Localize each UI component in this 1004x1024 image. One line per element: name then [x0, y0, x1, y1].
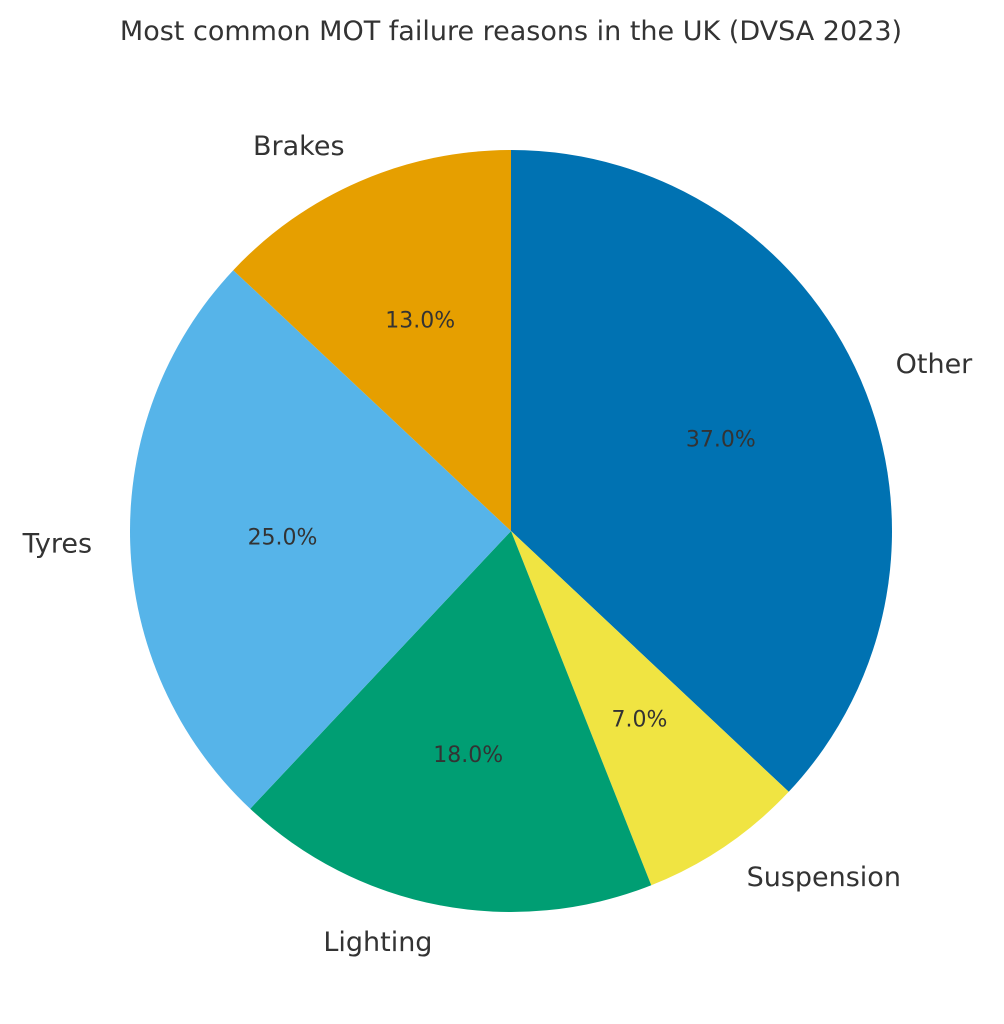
- slice-label-tyres: Tyres: [22, 529, 92, 560]
- slice-label-other: Other: [896, 349, 974, 380]
- pct-label-tyres: 25.0%: [248, 526, 318, 551]
- pct-label-suspension: 7.0%: [612, 708, 668, 733]
- pie-slice-suspension: [511, 531, 789, 886]
- pct-label-other: 37.0%: [686, 428, 756, 453]
- pie-slice-brakes: [233, 150, 512, 531]
- slice-label-brakes: Brakes: [253, 131, 345, 162]
- pie-slice-lighting: [250, 531, 652, 913]
- pct-label-lighting: 18.0%: [433, 743, 503, 768]
- chart-title: Most common MOT failure reasons in the U…: [120, 16, 902, 47]
- percentage-labels: 37.0% 7.0% 18.0% 25.0% 13.0%: [248, 309, 756, 768]
- pie-slices: [129, 150, 892, 913]
- pie-slice-tyres: [129, 270, 511, 809]
- slice-label-lighting: Lighting: [323, 927, 432, 958]
- slice-label-suspension: Suspension: [747, 862, 901, 893]
- slice-labels: Other Suspension Lighting Tyres Brakes: [22, 131, 974, 958]
- pct-label-brakes: 13.0%: [385, 309, 455, 334]
- pie-slice-other: [511, 150, 892, 792]
